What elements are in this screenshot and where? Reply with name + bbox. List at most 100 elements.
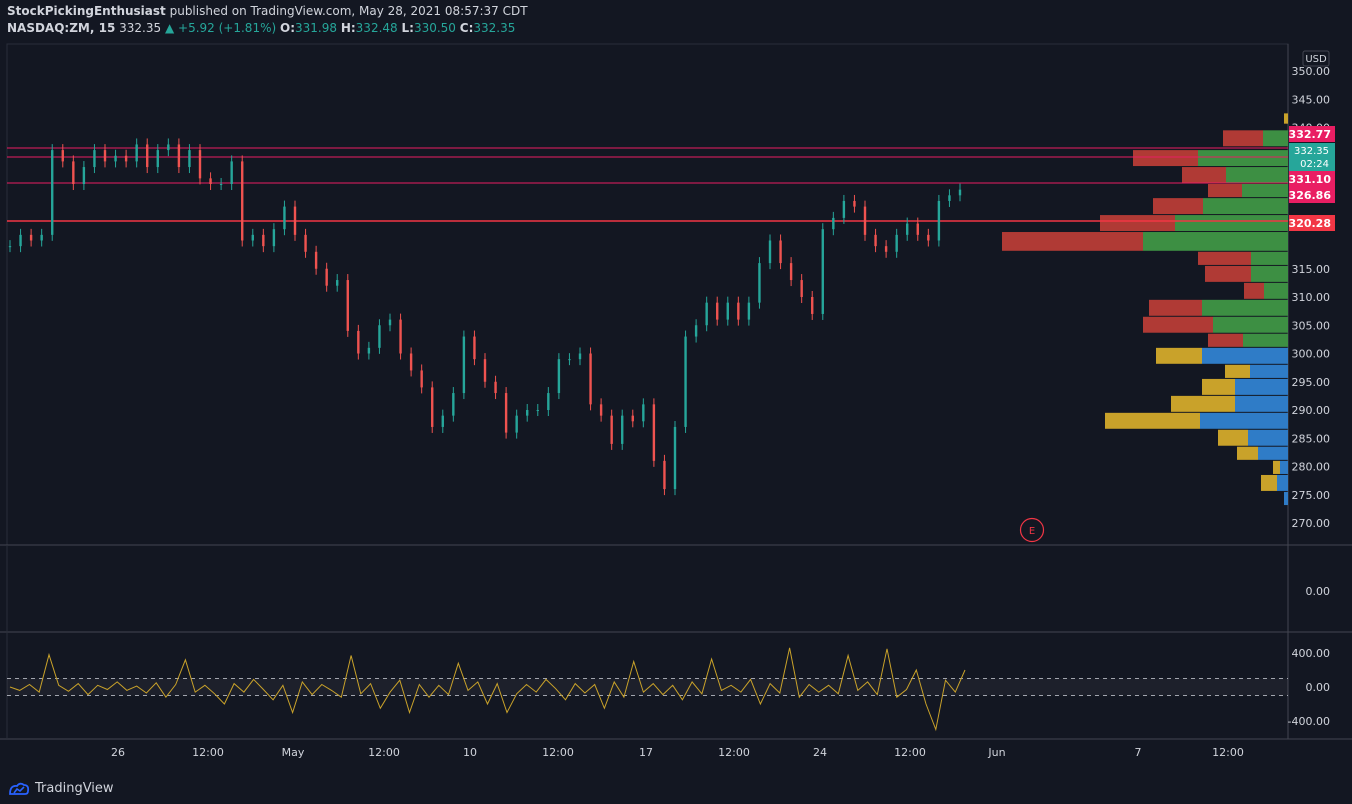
- price-candle-body: [589, 353, 592, 405]
- price-candle-body: [800, 280, 803, 297]
- level-price-tag-text: 331.10: [1289, 173, 1332, 186]
- price-candle-body: [758, 263, 761, 303]
- price-tick-label: 350.00: [1292, 65, 1331, 78]
- price-candle-body: [378, 325, 381, 348]
- price-candle-body: [209, 178, 212, 184]
- price-candle-body: [768, 240, 772, 264]
- price-candle-body: [832, 217, 835, 230]
- price-candle-body: [726, 302, 729, 320]
- price-candle-body: [441, 415, 444, 427]
- price-candle-body: [146, 144, 149, 168]
- price-candle-body: [621, 415, 624, 444]
- volume-profile-bar-up: [1202, 299, 1288, 316]
- price-candle-body: [547, 393, 550, 410]
- last-price-countdown: 02:24: [1300, 159, 1329, 170]
- volume-profile-bar-blue: [1200, 412, 1288, 429]
- author-name[interactable]: StockPickingEnthusiast: [7, 4, 166, 18]
- time-tick-label: 12:00: [718, 746, 750, 759]
- volume-profile-bar-blue: [1202, 347, 1288, 364]
- price-candle-body: [82, 167, 86, 184]
- price-candle-body: [325, 268, 328, 286]
- publish-line: StockPickingEnthusiast published on Trad…: [7, 4, 528, 18]
- price-candle-body: [61, 150, 64, 162]
- price-candle-body: [610, 415, 613, 444]
- close-label: C:: [459, 21, 474, 35]
- price-candle-body: [420, 370, 423, 388]
- volume-profile-bar-up: [1203, 198, 1288, 215]
- price-candle-body: [811, 297, 814, 314]
- symbol-line: NASDAQ:ZM, 15 332.35 ▲ +5.92 (+1.81%) O:…: [7, 21, 515, 35]
- level-price-tag-text: 326.86: [1289, 189, 1332, 202]
- price-candle-body: [40, 234, 43, 241]
- price-candle-body: [895, 234, 898, 252]
- price-tick-label: 345.00: [1292, 93, 1331, 106]
- price-candle-body: [884, 246, 888, 252]
- volume-profile-bar-up: [1175, 215, 1288, 232]
- volume-profile-bar-up: [1251, 265, 1288, 282]
- price-tick-label: 275.00: [1292, 489, 1331, 502]
- volume-profile-bar-blue: [1235, 378, 1288, 395]
- tradingview-brand[interactable]: TradingView: [8, 781, 114, 796]
- price-candle-body: [599, 404, 603, 416]
- volume-profile-bar-up: [1242, 184, 1288, 198]
- volume-profile-bar-up: [1143, 232, 1288, 251]
- middle-pane-tick: 0.00: [1306, 585, 1331, 598]
- price-tick-label: 280.00: [1292, 461, 1331, 474]
- volume-profile-bar-down: [1149, 299, 1202, 316]
- price-candle-body: [198, 150, 202, 179]
- price-candle-body: [673, 426, 677, 490]
- volume-profile-bar-down: [1223, 130, 1263, 147]
- oscillator-tick-label: 0.00: [1306, 681, 1331, 694]
- level-price-tag: [1289, 126, 1335, 142]
- price-candle-body: [314, 251, 318, 269]
- price-candle-body: [473, 336, 476, 360]
- price-tick-label: 300.00: [1292, 348, 1331, 361]
- horizontal-levels: [7, 147, 1288, 222]
- price-tick-label: 315.00: [1292, 263, 1331, 276]
- volume-profile-bar-down: [1205, 265, 1251, 282]
- oscillator-line: [9, 647, 966, 732]
- symbol-label[interactable]: NASDAQ:ZM, 15: [7, 21, 116, 35]
- volume-profile-bar-gold: [1237, 446, 1258, 460]
- volume-profile-bar-gold: [1202, 378, 1235, 395]
- price-tick-label: 290.00: [1292, 404, 1331, 417]
- volume-profile-bar-down: [1100, 215, 1175, 232]
- earnings-marker-icon[interactable]: [1019, 517, 1045, 543]
- volume-profile-bar-gold: [1273, 460, 1280, 474]
- price-candle-body: [684, 336, 687, 427]
- volume-profile-bar-blue: [1248, 429, 1288, 446]
- price-candle-body: [937, 200, 941, 241]
- volume-profile-bar-gold: [1105, 412, 1200, 429]
- time-tick-label: Jun: [987, 746, 1005, 759]
- high-value: 332.48: [355, 21, 398, 35]
- last-price-tag: [1289, 143, 1335, 171]
- price-candle-body: [705, 302, 708, 326]
- up-triangle-icon: ▲: [164, 21, 175, 35]
- last-price-tag-text: 332.35: [1294, 146, 1329, 157]
- published-text: published on TradingView.com, May 28, 20…: [169, 4, 528, 18]
- level-price-tag: [1289, 187, 1335, 203]
- price-candle-body: [483, 359, 487, 382]
- volume-profile-bar-gold: [1156, 347, 1202, 364]
- price-candle-body: [789, 263, 793, 281]
- price-candle-body: [399, 319, 402, 354]
- low-label: L:: [401, 21, 414, 35]
- volume-profile-bar-down: [1182, 167, 1226, 183]
- price-candle-body: [251, 234, 254, 241]
- oscillator-tick-label: -400.00: [1288, 715, 1330, 728]
- price-candle-body: [716, 302, 719, 320]
- price-candle-body: [114, 155, 117, 162]
- level-price-tag: [1289, 215, 1335, 231]
- oscillator-tick-label: 400.00: [1292, 647, 1331, 660]
- level-price-tag-text: 320.28: [1289, 217, 1331, 230]
- price-candle-body: [8, 246, 12, 248]
- price-candle-body: [737, 302, 740, 320]
- price-labels: 332.77 331.10 326.86 320.28 332.35 02:24: [1289, 126, 1335, 231]
- currency-label: USD: [1305, 54, 1327, 65]
- volume-profile-bar-up: [1264, 282, 1288, 299]
- price-candle-body: [124, 155, 128, 162]
- main-pane-border: [6, 43, 1289, 546]
- price-candle-body: [293, 206, 297, 235]
- price-candle-body: [853, 200, 856, 207]
